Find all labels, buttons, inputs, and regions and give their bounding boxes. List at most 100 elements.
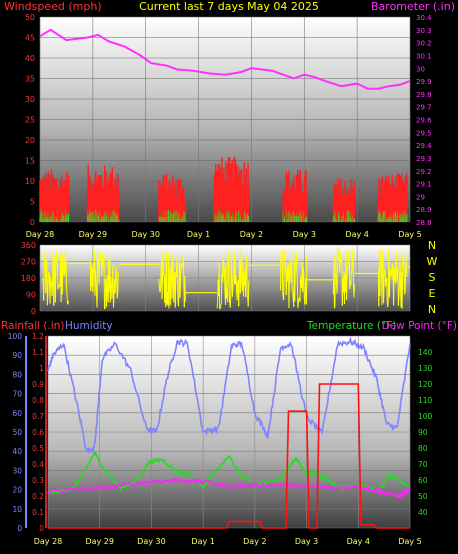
direction-sample xyxy=(291,251,293,292)
direction-sample xyxy=(160,272,162,291)
direction-sample xyxy=(229,290,232,308)
dewpoint-line xyxy=(47,477,411,500)
direction-sample xyxy=(56,260,59,290)
direction-sample xyxy=(184,275,186,302)
direction-sample xyxy=(401,274,404,309)
rain-tick-label: 0.9 xyxy=(32,380,44,389)
direction-label-n-top: N xyxy=(428,239,436,252)
barometer-tick-label: 29.4 xyxy=(416,142,432,150)
direction-sample xyxy=(114,277,117,294)
humidity-line xyxy=(47,336,411,455)
direction-sample xyxy=(51,276,54,297)
direction-sample xyxy=(219,308,221,310)
direction-sample xyxy=(54,269,57,303)
direction-sample xyxy=(284,249,286,257)
direction-sample xyxy=(45,260,47,294)
direction-sample xyxy=(340,260,342,263)
direction-sample xyxy=(46,292,49,306)
direction-sample xyxy=(245,267,247,298)
direction-sample xyxy=(49,276,52,304)
direction-sample xyxy=(179,273,182,298)
barometer-tick-label: 29.1 xyxy=(416,181,432,189)
temperature-tick-label: 60 xyxy=(418,476,428,485)
direction-sample xyxy=(111,284,113,299)
direction-sample xyxy=(352,259,354,284)
barometer-tick-label: 28.9 xyxy=(416,206,432,214)
chart-title: Current last 7 days May 04 2025 xyxy=(139,0,319,13)
direction-sample xyxy=(228,252,230,293)
windspeed-tick-label: 10 xyxy=(25,177,35,186)
direction-sample xyxy=(106,275,109,295)
day-label: Day 28 xyxy=(26,230,55,239)
rain-tick-label: 1 xyxy=(39,364,44,373)
direction-sample xyxy=(303,272,305,298)
rainfall-line xyxy=(48,383,410,529)
direction-label-e: E xyxy=(429,287,436,300)
dewpoint-axis-title: Dew Point (°F) xyxy=(382,320,457,332)
direction-sample xyxy=(170,272,172,306)
direction-sample xyxy=(219,305,222,309)
barometer-tick-label: 29.8 xyxy=(416,91,432,99)
rain-tick-label: 0.4 xyxy=(32,460,44,469)
direction-sample xyxy=(399,257,401,280)
temperature-tick-label: 140 xyxy=(418,348,433,357)
direction-sample xyxy=(95,279,98,296)
direction-sample xyxy=(228,292,231,305)
direction-sample xyxy=(116,275,118,299)
direction-sample xyxy=(239,274,242,294)
direction-sample xyxy=(102,261,104,267)
temperature-tick-label: 100 xyxy=(418,412,433,421)
direction-sample xyxy=(221,263,224,283)
direction-sample xyxy=(67,300,70,305)
direction-sample xyxy=(394,267,396,282)
humidity-tick-label: 90 xyxy=(12,351,22,360)
rain-tick-label: 0.5 xyxy=(32,444,44,453)
barometer-tick-label: 30.3 xyxy=(416,27,432,35)
direction-sample xyxy=(282,288,284,297)
direction-sample xyxy=(246,296,249,299)
direction-sample xyxy=(406,275,408,278)
direction-sample xyxy=(176,263,179,301)
windspeed-tick-label: 15 xyxy=(25,157,35,166)
direction-sample xyxy=(334,253,337,269)
direction-sample xyxy=(395,252,398,270)
direction-sample xyxy=(283,260,285,300)
direction-tick-label: 270 xyxy=(21,258,36,267)
direction-tick-label: 360 xyxy=(21,241,36,250)
direction-sample xyxy=(402,252,405,257)
direction-sample xyxy=(238,267,240,307)
direction-sample xyxy=(333,306,336,309)
direction-sample xyxy=(353,284,355,298)
direction-sample xyxy=(381,258,384,305)
windspeed-tick-label: 20 xyxy=(25,136,35,145)
direction-sample xyxy=(347,250,350,265)
direction-sample xyxy=(390,267,392,271)
direction-sample xyxy=(338,248,340,250)
day-label: Day 5 xyxy=(398,230,421,239)
barometer-tick-label: 29.6 xyxy=(416,117,432,125)
direction-sample xyxy=(174,272,177,308)
day-label: Day 29 xyxy=(79,230,108,239)
direction-sample xyxy=(43,267,45,301)
direction-sample xyxy=(173,280,175,303)
barometer-tick-label: 30.1 xyxy=(416,52,432,60)
rain-tick-label: 0.7 xyxy=(32,412,44,421)
direction-tick-label: 90 xyxy=(26,291,36,300)
direction-sample xyxy=(337,248,340,261)
windspeed-tick-label: 45 xyxy=(25,34,35,43)
direction-sample xyxy=(403,256,405,279)
direction-sample xyxy=(305,254,308,305)
direction-sample xyxy=(110,276,112,285)
direction-sample xyxy=(296,270,298,285)
rain-tick-label: 0.2 xyxy=(32,492,44,501)
rain-tick-label: 0.6 xyxy=(32,428,44,437)
direction-sample xyxy=(304,292,306,305)
direction-sample xyxy=(236,282,239,301)
direction-sample xyxy=(284,256,287,269)
direction-sample xyxy=(45,260,48,263)
day-label: Day 30 xyxy=(131,230,160,239)
direction-sample xyxy=(289,258,292,274)
direction-sample xyxy=(158,278,160,290)
day-label: Day 29 xyxy=(85,537,114,546)
direction-sample xyxy=(302,267,305,273)
